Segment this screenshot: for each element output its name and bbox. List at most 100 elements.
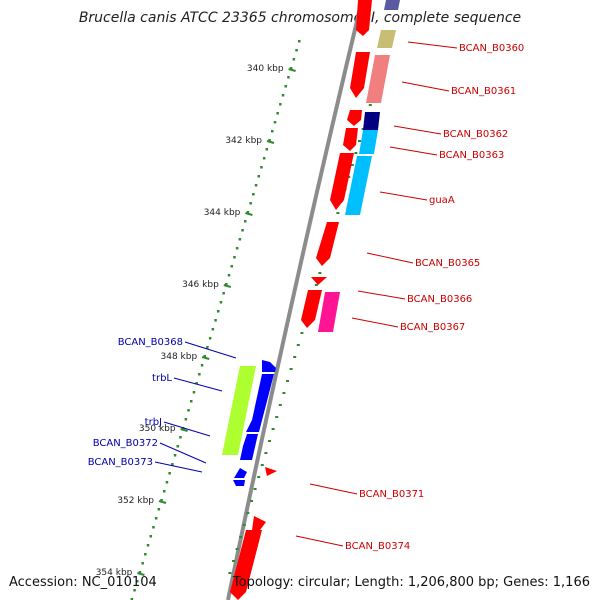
tick-dot — [246, 211, 250, 214]
gene-feature[interactable] — [246, 374, 274, 432]
tick-dot — [239, 536, 243, 538]
tick-dot — [300, 332, 304, 334]
gene-label[interactable]: BCAN_B0362 — [443, 129, 508, 140]
tick-dot — [253, 488, 257, 490]
gene-label[interactable]: BCAN_B0366 — [407, 294, 472, 305]
gene-feature[interactable] — [366, 55, 390, 103]
tick-dot — [146, 544, 150, 547]
tick-dot — [279, 103, 282, 106]
leader-line — [407, 41, 458, 49]
gene-feature[interactable] — [350, 52, 370, 98]
tick-dot — [165, 481, 169, 484]
gene-feature[interactable] — [359, 130, 378, 154]
gene-feature[interactable] — [222, 366, 256, 455]
tick-dot — [214, 319, 217, 322]
gene-feature[interactable] — [363, 112, 380, 130]
tick-dot — [130, 598, 134, 600]
gene-feature[interactable] — [311, 277, 327, 285]
leader-line — [366, 252, 414, 264]
gene-feature[interactable] — [301, 290, 322, 328]
gene-feature[interactable] — [356, 0, 372, 36]
gene-label[interactable]: BCAN_B0372 — [93, 438, 158, 449]
tick-dot — [260, 166, 263, 169]
gene-feature[interactable] — [252, 516, 266, 530]
tick-dot — [368, 104, 372, 106]
tick-dot — [154, 517, 158, 520]
tick-dot — [222, 292, 225, 295]
gene-feature[interactable] — [234, 468, 247, 478]
kbp-tick-label: 350 kbp — [139, 424, 176, 434]
tick-dot — [233, 256, 236, 259]
tick-dot — [249, 202, 252, 205]
gene-feature[interactable] — [262, 360, 276, 372]
tick-dot — [264, 452, 268, 454]
gene-feature[interactable] — [240, 434, 258, 460]
gene-label[interactable]: trbL — [152, 373, 172, 384]
gene-label[interactable]: BCAN_B0367 — [400, 322, 465, 333]
kbp-tick-label: 352 kbp — [117, 496, 154, 506]
tick-dot — [318, 272, 322, 274]
tick-dot — [225, 283, 228, 286]
tick-dot — [157, 508, 161, 511]
gene-label[interactable]: BCAN_B0371 — [359, 489, 424, 500]
gene-feature[interactable] — [347, 110, 362, 126]
gene-feature[interactable] — [345, 156, 372, 215]
gene-label[interactable]: BCAN_B0374 — [345, 541, 410, 552]
tick-dot — [271, 130, 274, 133]
tick-dot — [190, 400, 193, 403]
gene-feature[interactable] — [330, 153, 354, 210]
gene-label[interactable]: BCAN_B0361 — [451, 86, 516, 97]
tick-dot — [292, 58, 296, 61]
tick-dot — [176, 445, 179, 448]
gene-label[interactable]: BCAN_B0368 — [118, 337, 183, 348]
tick-dot — [286, 380, 289, 382]
kbp-tick — [158, 500, 167, 504]
reverse-strand-features — [222, 360, 276, 486]
gene-label[interactable]: BCAN_B0365 — [415, 258, 480, 269]
tick-dot — [138, 571, 142, 574]
kbp-tick — [266, 140, 275, 144]
gene-feature[interactable] — [316, 222, 339, 266]
kbp-tick-label: 342 kbp — [225, 136, 262, 146]
reverse-gene-labels: BCAN_B0368 trbL trbJ BCAN_B0372 BCAN_B03… — [88, 337, 237, 473]
tick-dot — [293, 356, 297, 358]
gene-feature[interactable] — [377, 30, 396, 48]
gene-feature[interactable] — [233, 480, 245, 486]
tick-dot — [217, 310, 220, 313]
tick-dot — [171, 463, 174, 466]
gene-feature[interactable] — [384, 0, 400, 10]
inner-tick-ring — [130, 40, 301, 600]
tick-dot — [298, 40, 301, 43]
leader-line — [401, 81, 450, 92]
leader-line — [184, 341, 237, 359]
tick-dot — [265, 148, 269, 151]
kbp-tick — [180, 428, 188, 432]
tick-dot — [268, 139, 271, 142]
tick-dot — [284, 85, 287, 88]
gene-label[interactable]: trbJ — [145, 417, 162, 428]
tick-dot — [192, 391, 196, 394]
gene-feature[interactable] — [265, 467, 277, 476]
gene-feature[interactable] — [318, 292, 340, 332]
leader-line — [393, 125, 442, 135]
tick-dot — [246, 512, 250, 514]
gene-feature[interactable] — [343, 128, 358, 151]
leader-line — [159, 442, 207, 464]
tick-dot — [144, 553, 147, 556]
gene-label[interactable]: BCAN_B0360 — [459, 43, 524, 54]
tick-dot — [203, 355, 206, 358]
tick-dot — [179, 436, 182, 439]
leader-line — [154, 461, 203, 473]
kbp-tick-label: 354 kbp — [96, 568, 133, 578]
gene-feature[interactable] — [230, 530, 262, 600]
tick-dot — [206, 346, 209, 349]
tick-dot — [152, 526, 155, 529]
tick-dot — [276, 112, 279, 115]
gene-label[interactable]: BCAN_B0373 — [88, 457, 153, 468]
gene-label[interactable]: guaA — [429, 195, 455, 206]
tick-dot — [211, 328, 215, 331]
gene-label[interactable]: BCAN_B0363 — [439, 150, 504, 161]
tick-dot — [241, 229, 244, 232]
leader-line — [389, 146, 438, 156]
